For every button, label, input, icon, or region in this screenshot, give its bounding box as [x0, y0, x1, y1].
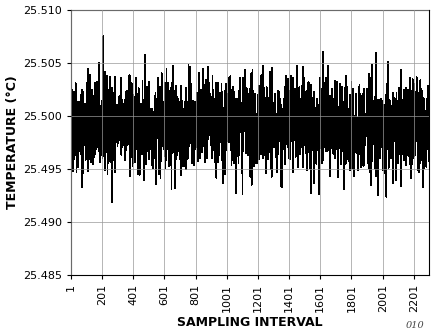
Text: 010: 010 [404, 321, 423, 330]
X-axis label: SAMPLING INTERVAL: SAMPLING INTERVAL [177, 317, 322, 329]
Y-axis label: TEMPERATURE (°C): TEMPERATURE (°C) [6, 75, 19, 209]
